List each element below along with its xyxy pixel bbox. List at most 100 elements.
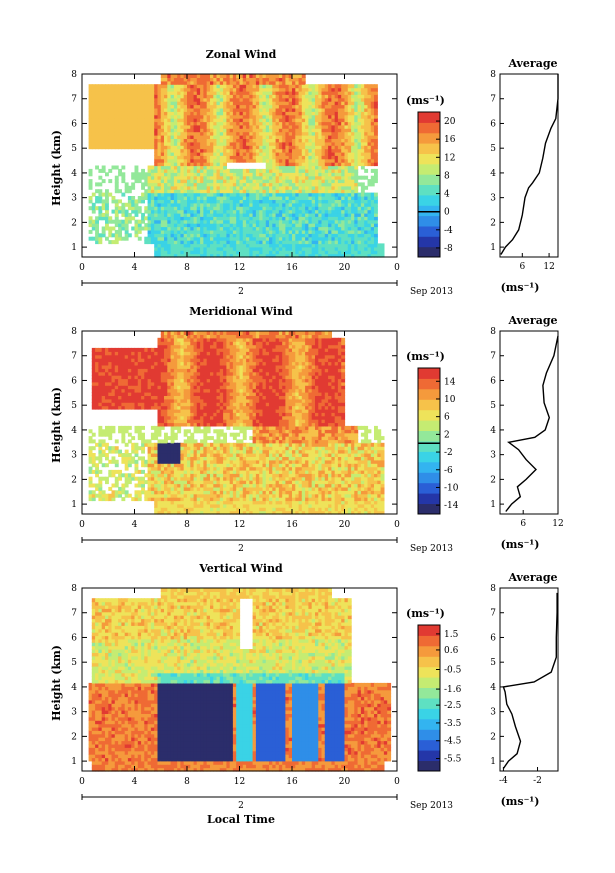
heatmap-cell <box>190 185 195 190</box>
heatmap-cell <box>223 124 227 129</box>
heatmap-cell <box>236 185 241 190</box>
heatmap-cell <box>190 199 195 204</box>
heatmap-cell <box>127 185 132 190</box>
heatmap-cell <box>101 90 106 95</box>
heatmap-cell <box>88 179 93 184</box>
heatmap-cell <box>154 158 159 163</box>
heatmap-cell <box>160 199 165 204</box>
heatmap-cell <box>203 145 208 150</box>
heatmap-cell <box>216 253 221 258</box>
heatmap-cell <box>160 158 165 163</box>
colorbar-swatch <box>418 215 440 227</box>
heatmap-cell <box>206 111 211 116</box>
heatmap-cell <box>127 199 132 204</box>
heatmap-cell <box>144 135 149 139</box>
heatmap-cell <box>206 236 211 241</box>
heatmap-cell <box>200 114 204 119</box>
heatmap-cell <box>232 253 237 258</box>
heatmap-cell <box>108 233 113 238</box>
heatmap-cell <box>154 219 159 224</box>
heatmap-cell <box>170 155 175 160</box>
heatmap-cell <box>232 182 237 187</box>
heatmap-cell <box>150 212 155 217</box>
heatmap-cell <box>170 80 175 85</box>
heatmap-cell <box>134 87 139 92</box>
heatmap-cell <box>232 192 237 197</box>
heatmap-cell <box>98 145 103 150</box>
heatmap-cell <box>150 229 155 234</box>
heatmap-cell <box>150 121 155 126</box>
y-tick-label: 4 <box>71 169 77 179</box>
heatmap-cell <box>213 240 218 245</box>
heatmap-cell <box>167 124 172 129</box>
heatmap-cell <box>134 138 139 143</box>
heatmap-cell <box>127 114 132 119</box>
heatmap-cell <box>196 236 201 241</box>
heatmap-cell <box>173 148 178 153</box>
heatmap-cell <box>157 243 162 248</box>
heatmap-cell <box>187 250 191 255</box>
heatmap-cell <box>210 131 214 136</box>
heatmap-cell <box>229 219 234 224</box>
heatmap-cell <box>206 141 211 146</box>
x-tick-label: 12 <box>234 263 245 273</box>
colorbar-tick-label: -8 <box>444 244 453 254</box>
heatmap-cell <box>150 138 155 143</box>
heatmap-cell <box>213 124 218 129</box>
heatmap-cell <box>180 240 185 245</box>
heatmap-cell <box>223 233 227 238</box>
heatmap-cell <box>164 77 168 82</box>
heatmap-cell <box>226 233 231 238</box>
heatmap-cell <box>170 202 175 207</box>
heatmap-cell <box>95 121 99 126</box>
heatmap-cell <box>141 196 145 200</box>
heatmap-cell <box>219 192 224 197</box>
colorbar-tick-label: 12 <box>444 153 455 163</box>
heatmap-cell <box>236 111 241 116</box>
heatmap-cell <box>160 233 165 238</box>
heatmap-cell <box>239 172 244 177</box>
heatmap-cell <box>206 131 211 136</box>
heatmap-cell <box>154 175 159 180</box>
heatmap-cell <box>91 145 96 150</box>
heatmap-cell <box>219 165 224 170</box>
heatmap-cell <box>180 101 185 106</box>
heatmap-cell <box>114 206 119 211</box>
heatmap-cell <box>111 196 116 200</box>
heatmap-cell <box>180 128 185 133</box>
heatmap-cell <box>131 94 136 99</box>
heatmap-cell <box>88 87 93 92</box>
heatmap-cell <box>164 80 168 85</box>
heatmap-cell <box>223 151 227 156</box>
heatmap-cell <box>98 216 103 221</box>
heatmap-cell <box>190 94 195 99</box>
heatmap-cell <box>219 196 224 200</box>
heatmap-cell <box>239 233 244 238</box>
heatmap-cell <box>229 158 234 163</box>
heatmap-cell <box>187 90 191 95</box>
heatmap-cell <box>223 192 227 197</box>
heatmap-cell <box>144 87 149 92</box>
colorbar-tick-label: 16 <box>444 135 456 145</box>
heatmap-cell <box>190 240 195 245</box>
heatmap-cell <box>170 253 175 258</box>
heatmap-cell <box>141 185 145 190</box>
heatmap-cell <box>229 189 234 194</box>
heatmap-cell <box>137 172 142 177</box>
heatmap-cell <box>236 229 241 234</box>
heatmap-cell <box>101 135 106 139</box>
heatmap-cell <box>121 226 126 231</box>
heatmap-cell <box>206 199 211 204</box>
heatmap-cell <box>170 175 175 180</box>
heatmap-cell <box>147 97 152 102</box>
heatmap-cell <box>101 84 106 89</box>
heatmap-cell <box>173 124 178 129</box>
heatmap-cell <box>95 97 99 102</box>
heatmap-cell <box>144 138 149 143</box>
heatmap-cell <box>88 101 93 106</box>
heatmap-cell <box>160 182 165 187</box>
heatmap-cell <box>101 490 106 495</box>
heatmap-cell <box>229 229 234 234</box>
heatmap-cell <box>232 236 237 241</box>
